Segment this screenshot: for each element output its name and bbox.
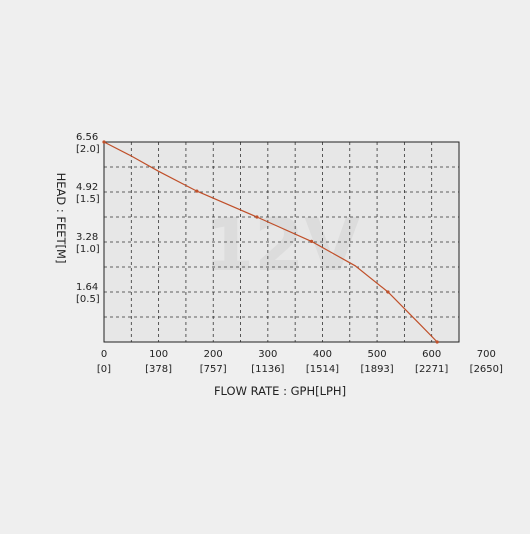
x-tick-label: 100 [149,349,168,360]
data-point [102,140,106,144]
watermark: 12V [204,203,360,287]
plot-frame [103,141,460,343]
y-tick-sublabel: [0.5] [76,294,100,305]
x-tick-sublabel: [0] [97,364,111,375]
x-tick-sublabel: [1136] [251,364,284,375]
x-tick-label: 200 [204,349,223,360]
data-point [435,340,439,344]
y-tick-label: 1.64 [76,282,98,293]
y-tick-label: 3.28 [76,232,98,243]
y-tick-sublabel: [1.5] [76,194,100,205]
x-tick-sublabel: [1893] [360,364,393,375]
x-tick-sublabel: [1514] [306,364,339,375]
y-tick-sublabel: [2.0] [76,144,100,155]
x-tick-label: 300 [258,349,277,360]
x-tick-label: 0 [101,349,107,360]
y-tick-sublabel: [1.0] [76,244,100,255]
series-line [103,141,438,343]
grid-lines [104,142,459,342]
y-tick-labels: 6.56[2.0] 4.92[1.5] 3.28[1.0] 1.64[0.5] [76,132,100,305]
series-layer [102,140,439,344]
x-tick-sublabel: [2271] [415,364,448,375]
y-axis-label: HEAD : FEET[M] [54,173,68,264]
x-tick-sublabel: [757] [200,364,227,375]
x-tick-sublabel: [2650] [470,364,503,375]
x-tick-labels: 0 [0] 100 [378] 200 [757] 300 [1136] 400 [1514] 50… [97,349,503,375]
x-tick-label: 700 [477,349,496,360]
x-tick-label: 500 [368,349,387,360]
x-tick-label: 600 [422,349,441,360]
x-tick-sublabel: [378] [145,364,172,375]
data-point [309,239,314,243]
data-point [386,290,390,294]
data-point [195,189,199,193]
y-tick-label: 6.56 [76,132,98,143]
y-tick-label: 4.92 [76,182,98,193]
x-tick-label: 400 [313,349,332,360]
data-point [255,215,259,219]
x-axis-label: FLOW RATE : GPH[LPH] [214,384,346,398]
